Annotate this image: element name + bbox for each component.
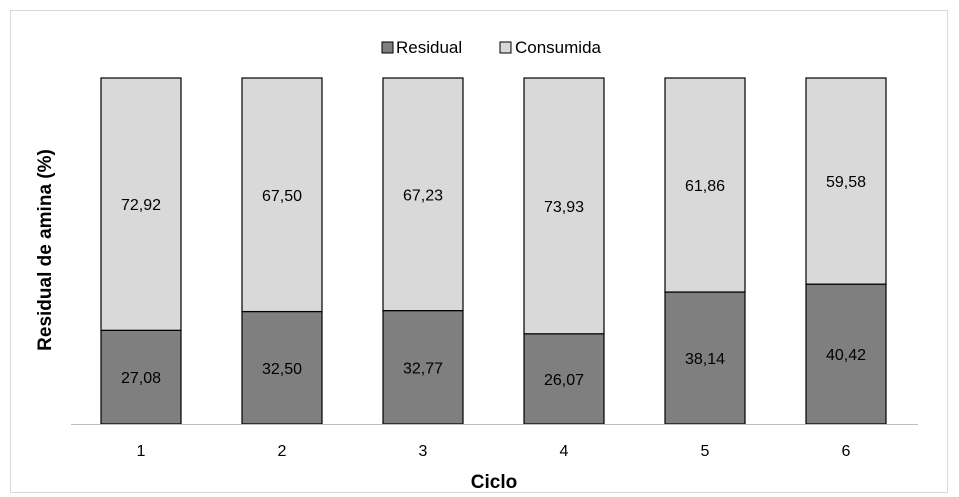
bar-residual-5 <box>664 291 746 425</box>
data-label-consumida-1: 72,92 <box>121 197 161 214</box>
x-tick-label-2: 2 <box>278 443 287 460</box>
bars-group: 27,08 72,92 32,50 67,50 32,77 67,23 26,07 73,93… <box>100 77 887 425</box>
data-label-consumida-6: 59,58 <box>826 174 866 191</box>
data-label-residual-2: 32,50 <box>262 361 302 378</box>
bar-residual-2 <box>241 310 323 425</box>
legend-swatch-consumida <box>499 41 512 54</box>
x-tick-label-4: 4 <box>560 443 569 460</box>
bar-residual-1 <box>100 329 182 425</box>
data-label-consumida-2: 67,50 <box>262 188 302 205</box>
bar-consumida-2 <box>241 77 323 313</box>
legend-label-consumida: Consumida <box>515 38 602 57</box>
bar-residual-4 <box>523 333 605 425</box>
legend-label-residual: Residual <box>396 38 462 57</box>
data-label-residual-1: 27,08 <box>121 370 161 387</box>
bar-consumida-6 <box>805 77 887 285</box>
bar-consumida-1 <box>100 77 182 331</box>
bar-residual-6 <box>805 283 887 425</box>
legend-swatch-residual <box>381 41 394 54</box>
x-tick-labels: 1 2 3 4 5 6 <box>137 443 851 460</box>
data-label-consumida-5: 61,86 <box>685 178 725 195</box>
data-label-residual-4: 26,07 <box>544 372 584 389</box>
data-label-consumida-3: 67,23 <box>403 187 443 204</box>
bar-consumida-3 <box>382 77 464 312</box>
x-axis-title: Ciclo <box>471 472 517 493</box>
bar-consumida-5 <box>664 77 746 293</box>
data-label-residual-6: 40,42 <box>826 347 866 364</box>
bar-consumida-4 <box>523 77 605 335</box>
data-label-residual-5: 38,14 <box>685 351 725 368</box>
x-tick-label-6: 6 <box>842 443 851 460</box>
x-tick-label-5: 5 <box>701 443 710 460</box>
x-tick-label-1: 1 <box>137 443 146 460</box>
x-tick-label-3: 3 <box>419 443 428 460</box>
bar-residual-3 <box>382 310 464 425</box>
data-label-consumida-4: 73,93 <box>544 199 584 216</box>
y-axis-title: Residual de amina (%) <box>35 149 56 351</box>
data-label-residual-3: 32,77 <box>403 360 443 377</box>
legend: Residual Consumida <box>381 38 602 57</box>
